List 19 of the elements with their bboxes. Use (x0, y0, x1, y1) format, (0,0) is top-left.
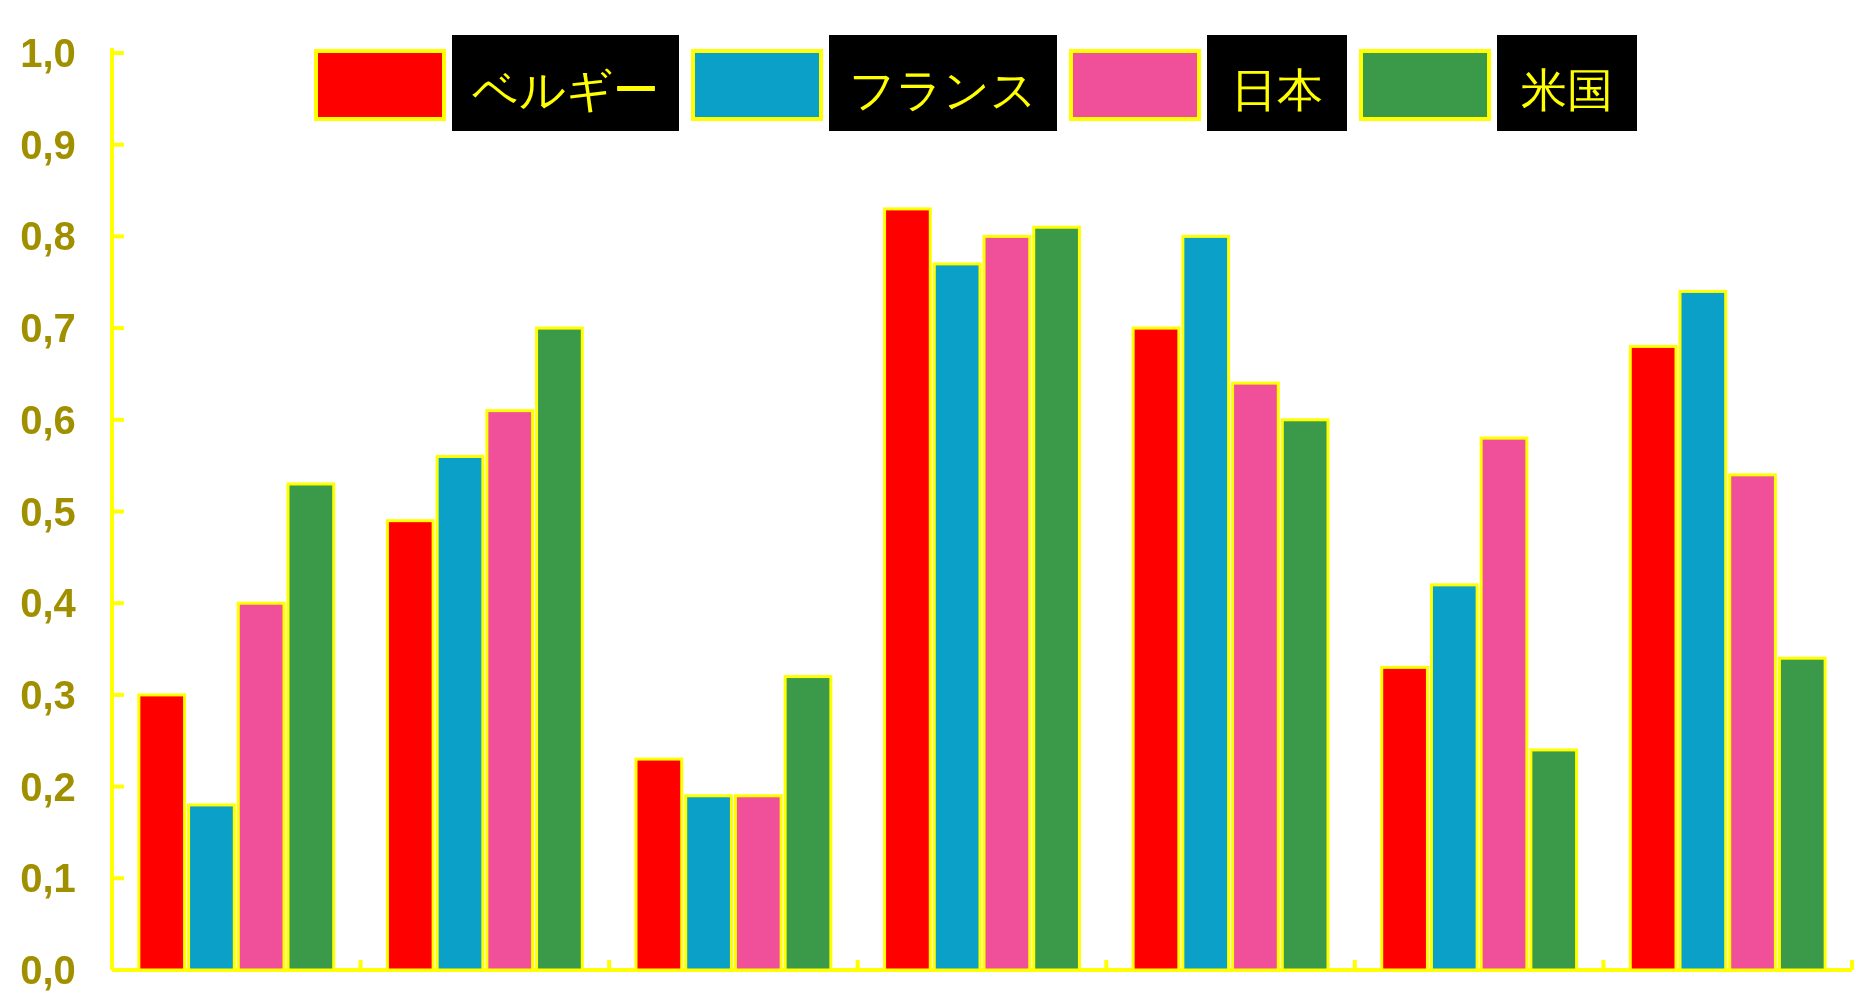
legend-item: ベルギー (314, 35, 679, 131)
y-tick-label: 0,6 (20, 397, 76, 442)
y-tick-label: 1,0 (20, 31, 76, 75)
y-tick-label: 0,9 (20, 122, 76, 167)
legend-label: 日本 (1231, 63, 1323, 117)
y-tick-label: 0,4 (20, 581, 77, 626)
legend-item: 日本 (1069, 35, 1347, 131)
y-tick-label: 0,0 (20, 948, 76, 992)
y-tick-label: 0,3 (20, 672, 76, 717)
y-tick-label: 0,5 (20, 489, 76, 534)
legend-label: フランス (849, 63, 1037, 117)
y-tick-label: 0,2 (20, 764, 76, 809)
legend-item: 米国 (1359, 35, 1637, 131)
legend-label: ベルギー (472, 63, 659, 117)
y-tick-label: 0,7 (20, 306, 76, 351)
legend-label: 米国 (1521, 63, 1613, 117)
y-tick-label: 0,1 (20, 856, 76, 901)
legend-item: フランス (691, 35, 1057, 131)
y-tick-label: 0,8 (20, 214, 76, 259)
